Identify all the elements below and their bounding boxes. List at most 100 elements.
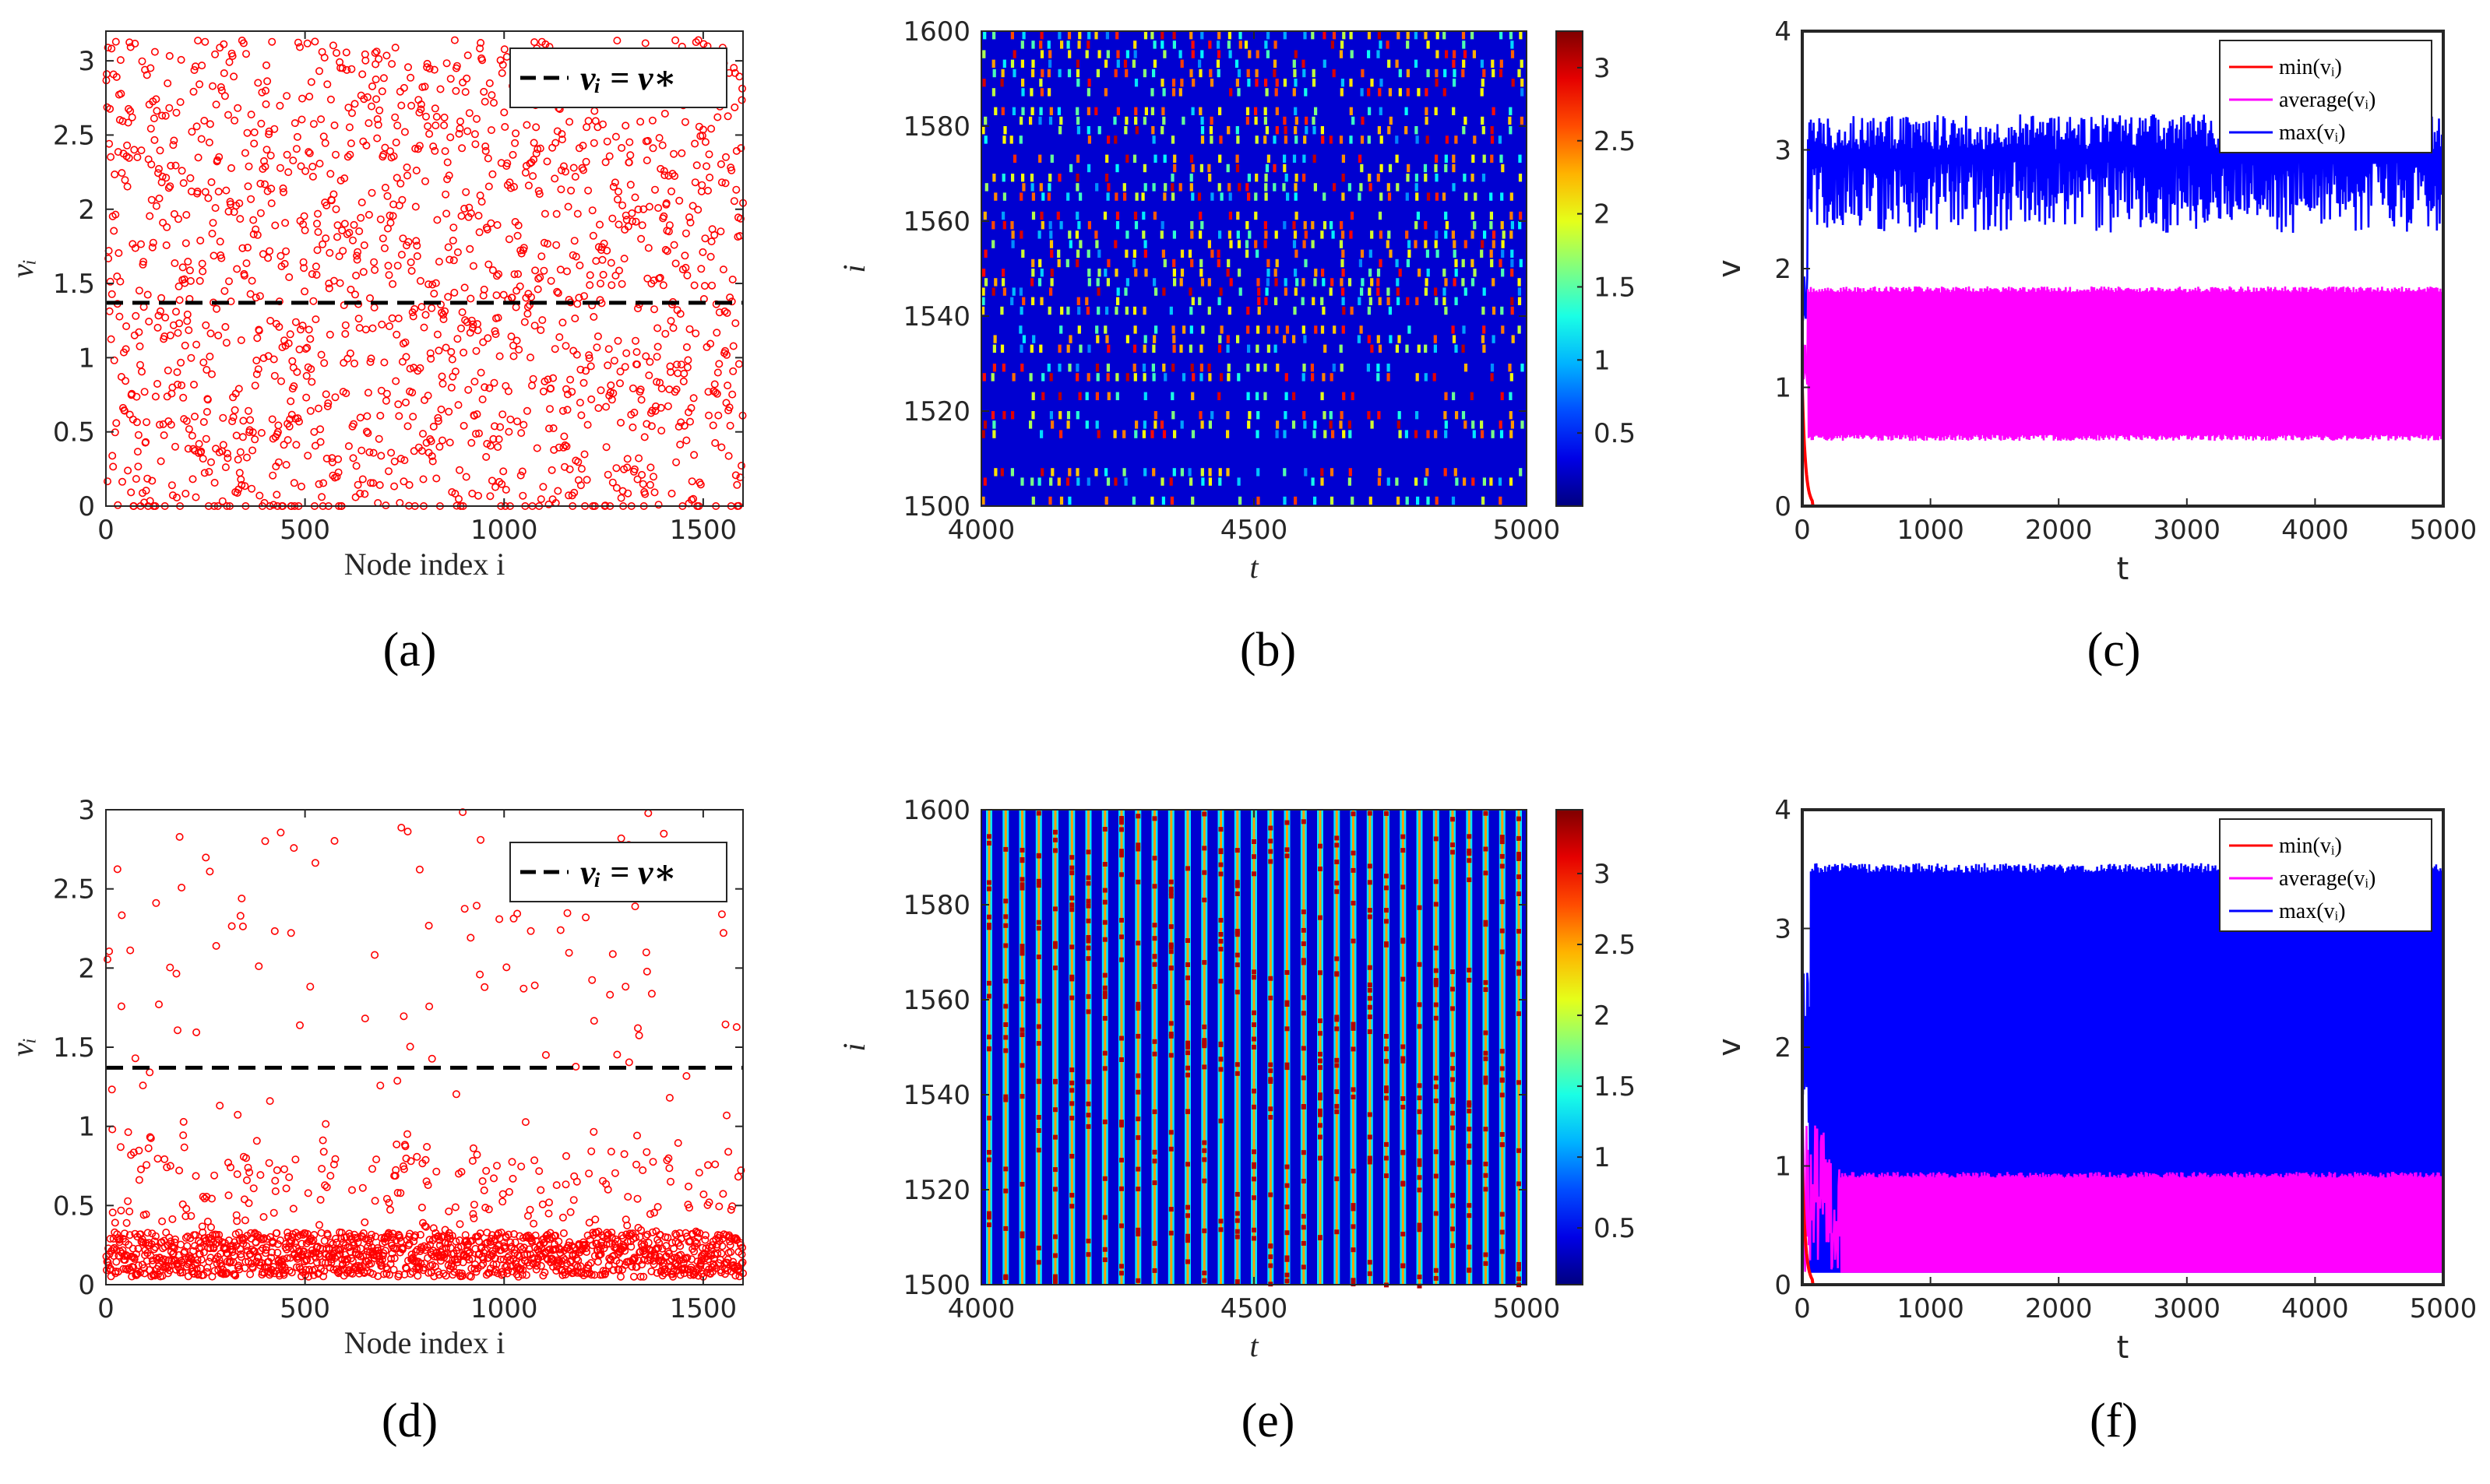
data-point <box>663 247 671 255</box>
data-point <box>353 251 361 260</box>
burst-peak <box>1102 1215 1108 1220</box>
heatmap-cell <box>1256 411 1260 420</box>
heatmap-cell <box>1416 211 1420 220</box>
data-point <box>225 1258 234 1267</box>
data-point <box>647 422 656 431</box>
burst-peak <box>1301 960 1306 965</box>
heatmap-cell <box>1133 50 1137 58</box>
data-point <box>583 476 591 484</box>
heatmap-cell <box>1443 69 1447 78</box>
heatmap-cell <box>1189 287 1192 296</box>
heatmap-cell <box>1218 477 1222 486</box>
heatmap-cell <box>1376 50 1380 58</box>
data-point <box>252 370 261 378</box>
heatmap-cell <box>1000 79 1004 87</box>
heatmap-cell <box>1116 59 1120 68</box>
data-point <box>354 248 362 256</box>
burst-peak <box>1069 1088 1075 1093</box>
data-point <box>214 188 223 196</box>
heatmap-cell <box>1263 364 1267 372</box>
data-point <box>344 441 353 450</box>
data-point <box>532 1265 541 1274</box>
data-point <box>350 100 359 108</box>
data-point <box>152 898 160 907</box>
heatmap-cell <box>1012 107 1016 115</box>
burst-peak <box>1234 1062 1240 1067</box>
burst-peak <box>1218 1218 1224 1224</box>
data-point <box>504 1230 512 1239</box>
x-tick-label: 1500 <box>670 515 738 546</box>
heatmap-cell <box>1376 269 1381 277</box>
data-point <box>412 237 421 245</box>
heatmap-cell <box>1152 69 1156 78</box>
data-point <box>121 176 129 185</box>
data-point <box>125 38 134 47</box>
data-point <box>505 178 514 187</box>
heatmap-cell <box>1122 468 1126 476</box>
data-point <box>640 1246 649 1254</box>
data-point <box>706 174 714 182</box>
data-point <box>189 87 198 96</box>
heatmap-cell <box>1037 477 1041 486</box>
data-point <box>495 435 503 444</box>
data-point <box>636 1272 645 1281</box>
data-point <box>197 1255 206 1264</box>
burst-peak <box>1168 1053 1174 1058</box>
heatmap-cell <box>1330 468 1334 476</box>
data-point <box>496 56 505 65</box>
data-point <box>611 178 619 187</box>
data-point <box>401 338 410 346</box>
data-point <box>385 1271 393 1279</box>
data-point <box>704 411 713 420</box>
data-point <box>390 1254 399 1262</box>
data-point <box>681 1254 690 1263</box>
data-point <box>196 1264 205 1273</box>
burst-peak <box>1301 1150 1306 1155</box>
data-point <box>461 88 470 97</box>
heatmap-cell <box>1509 477 1513 486</box>
data-point <box>723 308 731 317</box>
burst-peak <box>1268 1062 1273 1067</box>
burst-peak <box>1284 1000 1290 1005</box>
data-point <box>284 339 293 347</box>
data-point <box>357 1244 365 1253</box>
data-point <box>543 157 551 166</box>
heatmap-cell <box>1254 240 1258 248</box>
data-point <box>563 406 572 414</box>
heatmap-cell <box>1010 221 1014 230</box>
heatmap-cell <box>1322 306 1326 315</box>
data-point <box>677 360 685 369</box>
data-point <box>624 1193 632 1201</box>
heatmap-cell <box>1039 183 1043 192</box>
heatmap-cell <box>1180 249 1185 258</box>
data-point <box>200 469 209 477</box>
burst-peak <box>987 1215 991 1220</box>
data-point <box>297 1272 305 1281</box>
data-point <box>512 336 521 345</box>
data-point <box>367 102 375 111</box>
heatmap-cell <box>1210 249 1214 258</box>
heatmap-cell <box>1200 31 1204 40</box>
data-point <box>526 1205 534 1214</box>
heatmap-cell <box>1048 183 1051 192</box>
data-point <box>424 1268 433 1277</box>
heatmap-cell <box>1273 269 1277 277</box>
heatmap-cell <box>1076 249 1080 258</box>
data-point <box>393 330 401 339</box>
data-point <box>146 64 155 72</box>
burst-peak <box>1053 1253 1058 1258</box>
heatmap-cell <box>1368 183 1372 192</box>
data-point <box>355 227 364 235</box>
data-point <box>375 55 383 63</box>
data-point <box>239 39 248 47</box>
data-point <box>217 254 226 262</box>
data-point <box>178 263 187 272</box>
data-point <box>460 421 468 430</box>
data-point <box>403 422 412 431</box>
heatmap-cell <box>1434 430 1438 438</box>
heatmap-cell <box>1510 221 1514 230</box>
data-point <box>192 493 200 501</box>
data-point <box>305 148 313 156</box>
data-point <box>496 1255 505 1264</box>
heatmap-cell <box>1376 364 1380 372</box>
